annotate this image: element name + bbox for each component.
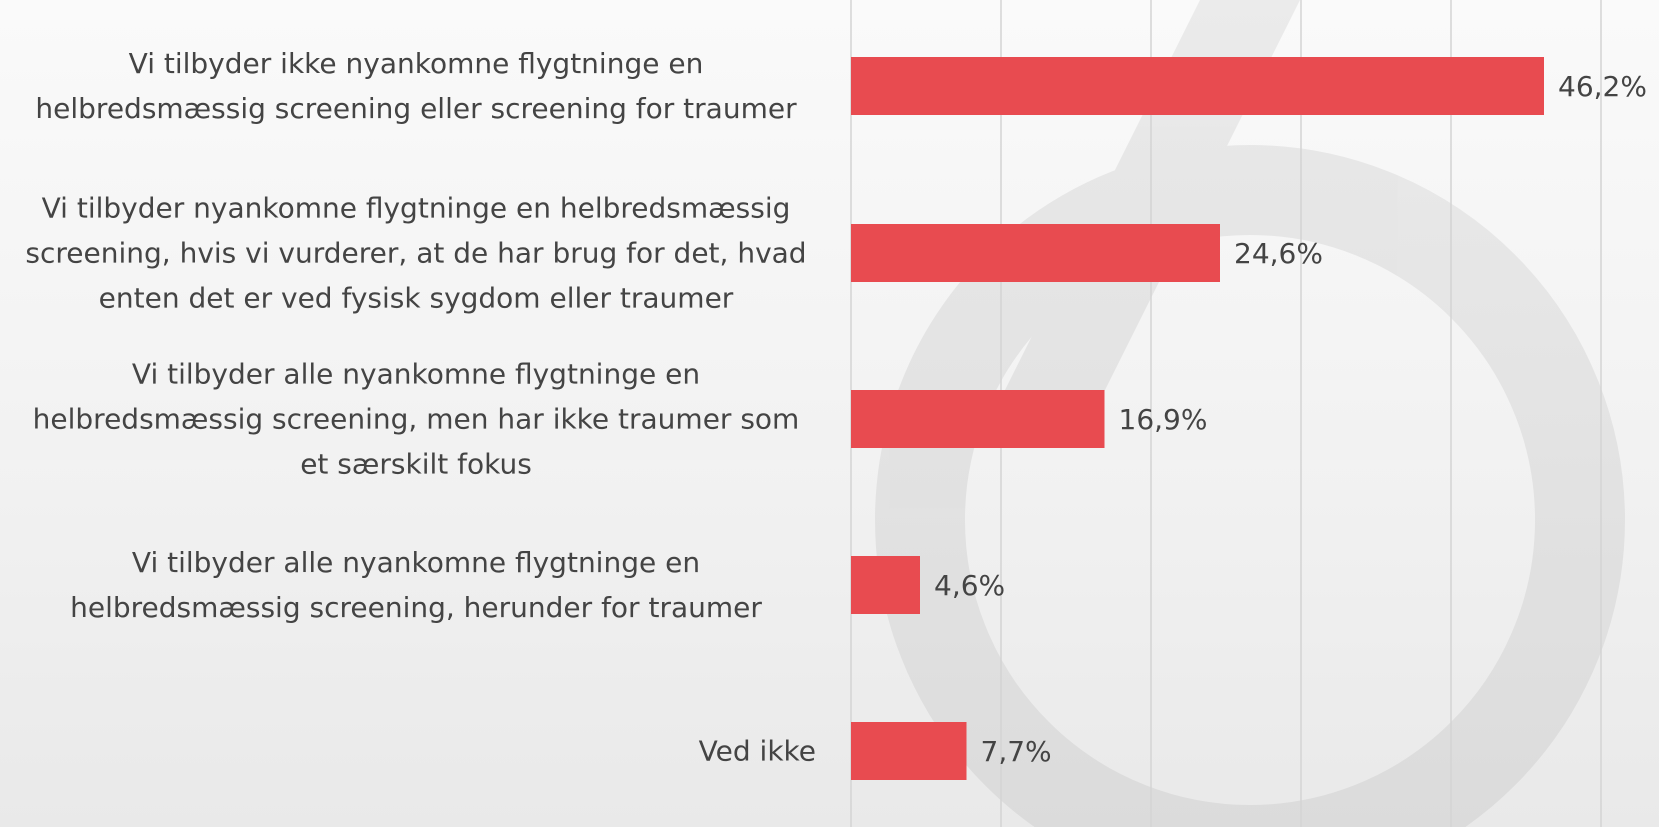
- value-label: 24,6%: [1234, 237, 1323, 270]
- category-label-box: Vi tilbyder ikke nyankomne flygtninge en…: [16, 41, 816, 131]
- bar: [851, 722, 967, 780]
- bar: [851, 556, 920, 614]
- y-tick-label: Vi tilbyder alle nyankomne flygtninge en…: [16, 540, 816, 630]
- chart: 46,2% 24,6% 16,9% 4,6% 7,7% Vi tilbyder ikke…: [0, 0, 1659, 827]
- category-label-box: Vi tilbyder alle nyankomne flygtninge en…: [16, 352, 816, 487]
- value-label: 4,6%: [934, 569, 1005, 602]
- value-label: 16,9%: [1119, 403, 1208, 436]
- bar: [851, 224, 1220, 282]
- y-tick-label: Vi tilbyder alle nyankomne flygtninge en…: [16, 352, 816, 487]
- y-tick-label: Vi tilbyder ikke nyankomne flygtninge en…: [16, 41, 816, 131]
- y-tick-label: Vi tilbyder nyankomne flygtninge en helb…: [16, 186, 816, 321]
- category-label-box: Vi tilbyder alle nyankomne flygtninge en…: [16, 540, 816, 630]
- bar: [851, 57, 1544, 115]
- category-label-box: Vi tilbyder nyankomne flygtninge en helb…: [16, 186, 816, 321]
- y-tick-label: Ved ikke: [699, 729, 816, 774]
- value-label: 7,7%: [981, 735, 1052, 768]
- category-label-box: Ved ikke: [16, 729, 816, 774]
- bar: [851, 390, 1105, 448]
- value-label: 46,2%: [1558, 70, 1647, 103]
